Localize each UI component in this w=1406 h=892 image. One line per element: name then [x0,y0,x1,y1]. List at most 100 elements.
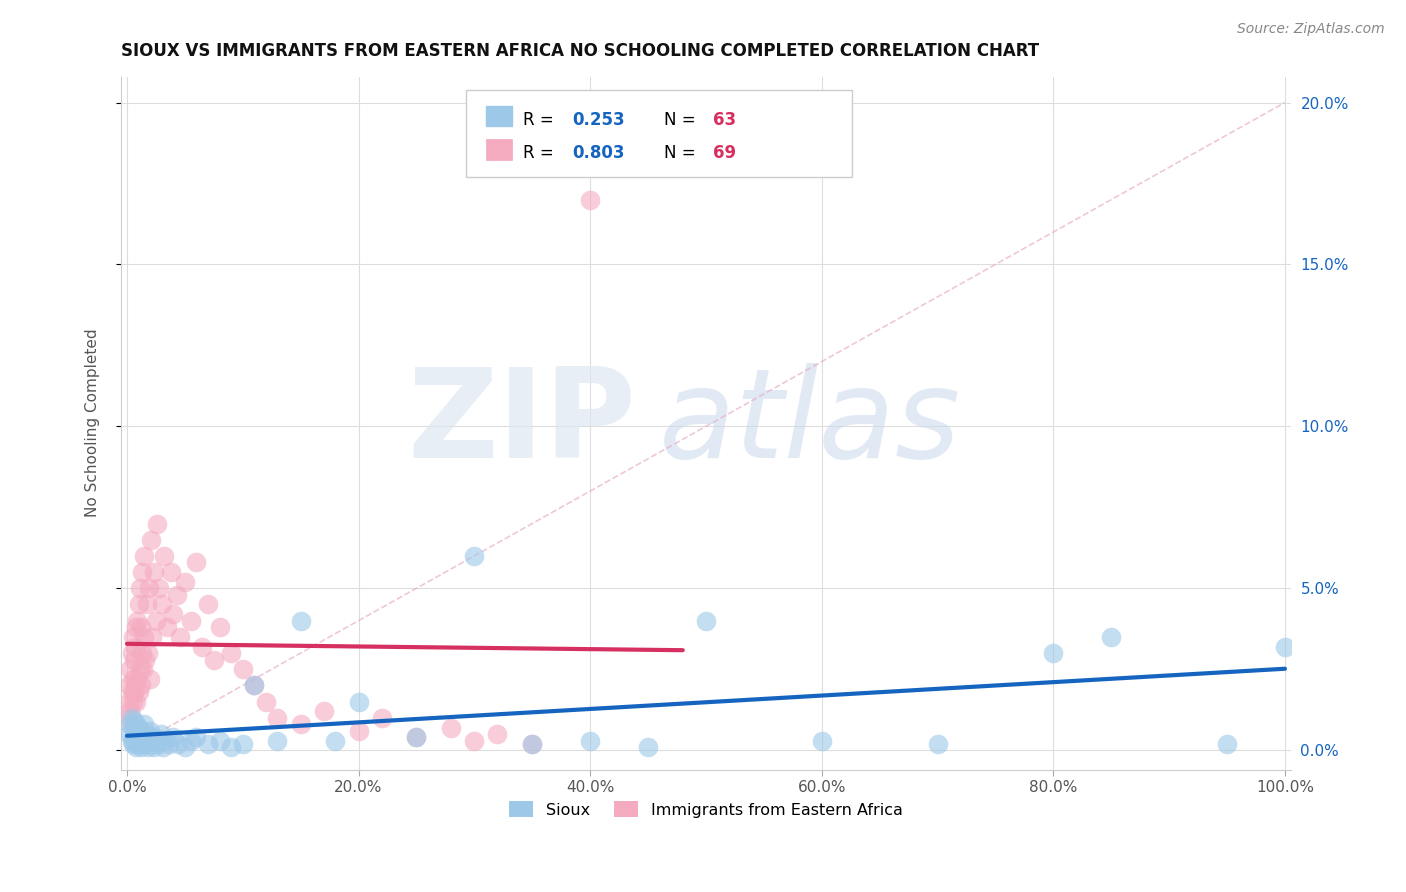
Point [232,737,254,751]
Point [121,695,143,709]
Point [129,739,152,754]
Point [121,630,143,644]
Point [128,731,150,745]
Point [153,733,176,747]
Point [141,533,163,547]
Text: N =: N = [664,112,700,129]
Point [132,737,155,751]
Point [128,582,150,596]
Text: SIOUX VS IMMIGRANTS FROM EASTERN AFRICA NO SCHOOLING COMPLETED CORRELATION CHART: SIOUX VS IMMIGRANTS FROM EASTERN AFRICA … [121,42,1039,60]
Point [124,733,146,747]
Point [122,731,145,745]
Point [141,731,163,745]
Point [134,630,156,644]
Point [486,727,509,741]
Point [160,565,183,579]
Point [232,662,254,676]
Point [162,607,184,622]
Point [142,739,165,754]
Point [121,672,143,686]
Point [208,733,231,747]
Point [148,737,170,751]
Point [290,614,312,628]
Point [1274,640,1296,654]
Point [290,717,312,731]
Point [138,733,160,747]
Point [186,555,208,569]
Text: 0.803: 0.803 [572,144,626,161]
Point [122,714,145,728]
Point [1042,646,1064,660]
Point [129,723,152,738]
Point [124,678,146,692]
Point [121,733,143,747]
Point [141,630,163,644]
Point [347,723,370,738]
Point [162,731,184,745]
Point [132,662,155,676]
Point [243,678,266,692]
Point [142,565,165,579]
Point [131,733,153,747]
Point [243,678,266,692]
Point [522,737,544,751]
Point [810,733,832,747]
Point [522,737,544,751]
Point [134,737,156,751]
Point [135,727,157,741]
Point [121,737,143,751]
Point [167,737,190,751]
Point [122,652,145,666]
Point [180,614,202,628]
Point [118,727,141,741]
Point [128,685,150,699]
Text: ZIP: ZIP [406,363,636,483]
Point [136,646,159,660]
Point [128,733,150,747]
Point [579,193,602,207]
Point [463,549,485,563]
Point [127,727,149,741]
Text: 69: 69 [713,144,737,161]
Point [1216,737,1239,751]
Point [118,695,141,709]
Point [219,646,242,660]
Point [127,672,149,686]
FancyBboxPatch shape [467,90,852,178]
Legend: Sioux, Immigrants from Eastern Africa: Sioux, Immigrants from Eastern Africa [503,795,910,824]
Point [1099,630,1122,644]
Point [579,733,602,747]
Text: 0.253: 0.253 [572,112,626,129]
Point [173,739,195,754]
Y-axis label: No Schooling Completed: No Schooling Completed [86,329,100,517]
Point [134,652,156,666]
Point [148,582,170,596]
Point [134,731,156,745]
Point [266,733,288,747]
Point [152,739,174,754]
Point [440,721,463,735]
Text: N =: N = [664,144,700,161]
Text: Source: ZipAtlas.com: Source: ZipAtlas.com [1237,22,1385,37]
Point [121,711,143,725]
Bar [486,105,512,127]
Point [117,711,139,725]
Point [186,731,208,745]
Point [125,739,148,754]
Point [325,733,347,747]
Text: R =: R = [523,112,560,129]
Point [120,717,142,731]
Point [124,640,146,654]
Point [139,672,162,686]
Point [131,565,153,579]
Text: R =: R = [523,144,560,161]
Point [136,739,159,754]
Point [145,614,167,628]
Point [166,588,188,602]
Point [208,620,231,634]
Point [138,582,160,596]
Point [405,731,427,745]
Point [463,733,485,747]
Point [139,723,162,738]
Point [347,695,370,709]
